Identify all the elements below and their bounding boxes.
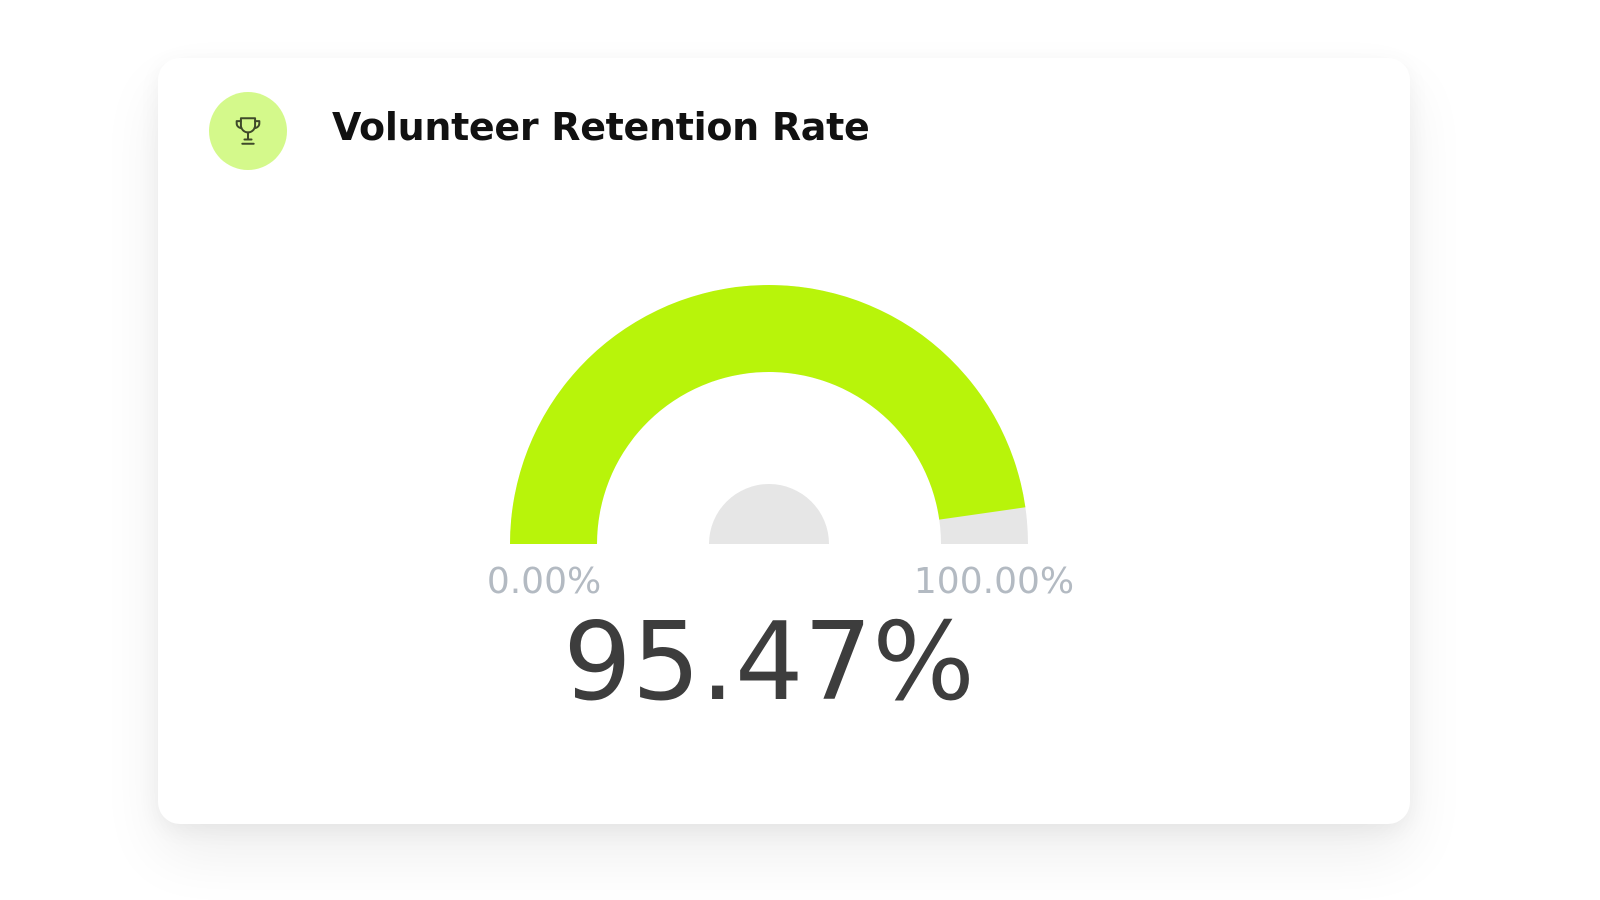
gauge-value-arc	[510, 285, 1026, 544]
gauge-hub	[709, 484, 829, 544]
gauge-min-label: 0.00%	[487, 561, 601, 602]
gauge-value-label: 95.47%	[563, 600, 975, 725]
gauge-max-label: 100.00%	[914, 561, 1074, 602]
card-title: Volunteer Retention Rate	[332, 105, 870, 149]
gauge-chart: 0.00% 100.00% 95.47%	[487, 285, 1074, 725]
metric-card: Volunteer Retention Rate 0.00% 100.00% 9…	[158, 58, 1410, 824]
trophy-icon-badge	[209, 92, 287, 170]
trophy-icon	[235, 117, 261, 145]
